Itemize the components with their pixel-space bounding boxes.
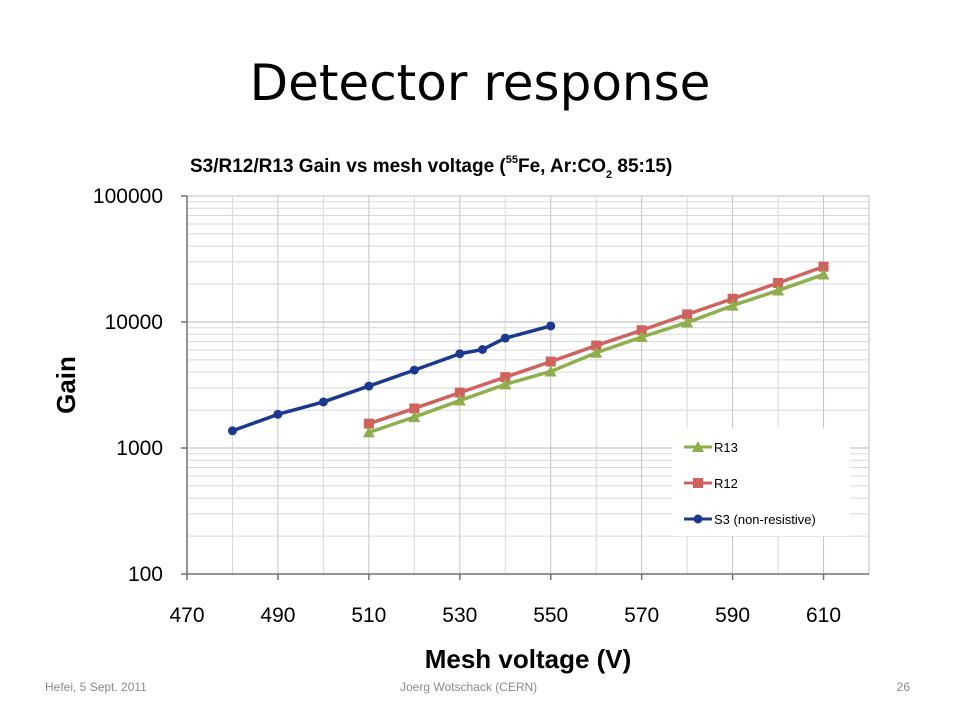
data-point-square (545, 356, 556, 367)
data-point-square (409, 403, 420, 414)
legend: R13 R12 S3 (non-resistive) (672, 428, 850, 536)
data-point-triangle (681, 316, 694, 328)
data-point-circle (500, 333, 510, 343)
data-point-triangle (772, 284, 785, 296)
data-point-circle (273, 409, 283, 419)
chart-title-isotope-mass: 55 (505, 154, 518, 166)
x-tick-label: 490 (260, 604, 295, 627)
chart-title-suffix: 85:15) (612, 156, 673, 177)
chart-title-prefix: S3/R12/R13 Gain vs mesh voltage ( (190, 156, 506, 177)
data-point-square (818, 261, 829, 272)
data-point-circle (546, 321, 556, 331)
legend-label: S3 (non-resistive) (714, 512, 816, 527)
legend-label: R13 (714, 440, 738, 455)
x-tick-label: 550 (533, 604, 568, 627)
y-tick-label: 1000 (116, 437, 163, 460)
data-point-square (727, 293, 738, 304)
series-lines (227, 261, 830, 438)
data-point-circle (478, 344, 488, 354)
data-point-triangle (635, 331, 648, 343)
data-point-triangle (408, 411, 421, 423)
data-point-square (591, 340, 602, 351)
y-tick-label: 10000 (105, 311, 163, 334)
data-point-circle (318, 397, 328, 407)
x-tick-label: 590 (715, 604, 750, 627)
x-tick-label: 530 (442, 604, 477, 627)
x-tick-label: 510 (351, 604, 386, 627)
data-point-square (773, 277, 784, 288)
x-tick-label: 570 (624, 604, 659, 627)
footer-page-number: 26 (896, 680, 910, 694)
data-point-triangle (817, 268, 830, 280)
legend-marker-triangle (692, 441, 704, 452)
data-point-triangle (590, 346, 603, 358)
data-point-circle (409, 365, 419, 375)
data-point-square (500, 372, 511, 383)
data-point-circle (455, 349, 465, 359)
x-tick-label: 610 (806, 604, 841, 627)
y-tick-label: 100000 (93, 185, 163, 208)
axes: 100 1000 10000 100000 470 490 510 530 550 570 590 6… (93, 185, 869, 627)
x-tick-label: 470 (169, 604, 204, 627)
data-point-triangle (726, 299, 739, 311)
data-point-triangle (544, 365, 557, 377)
data-point-triangle (453, 394, 466, 406)
footer-author: Joerg Wotschack (CERN) (400, 680, 538, 694)
data-point-circle (227, 426, 237, 436)
chart-title-gas: Fe, Ar:CO (518, 156, 606, 177)
footer-location-date: Hefei, 5 Sept. 2011 (45, 680, 147, 694)
data-point-triangle (499, 378, 512, 390)
data-point-square (682, 309, 693, 320)
data-point-circle (364, 381, 374, 391)
chart-title-subscript: 2 (605, 169, 613, 181)
data-point-square (454, 387, 465, 398)
data-point-triangle (362, 426, 375, 438)
data-point-square (363, 418, 374, 429)
slide-title: Detector response (249, 54, 711, 112)
chart-title: S3/R12/R13 Gain vs mesh voltage (55Fe, A… (190, 154, 790, 181)
y-axis-label: Gain (51, 356, 81, 414)
legend-marker-circle (693, 514, 703, 524)
y-tick-label: 100 (128, 563, 163, 586)
legend-label: R12 (714, 476, 738, 491)
data-point-square (636, 325, 647, 336)
x-axis-label: Mesh voltage (V) (425, 644, 632, 674)
legend-marker-square (693, 478, 703, 488)
